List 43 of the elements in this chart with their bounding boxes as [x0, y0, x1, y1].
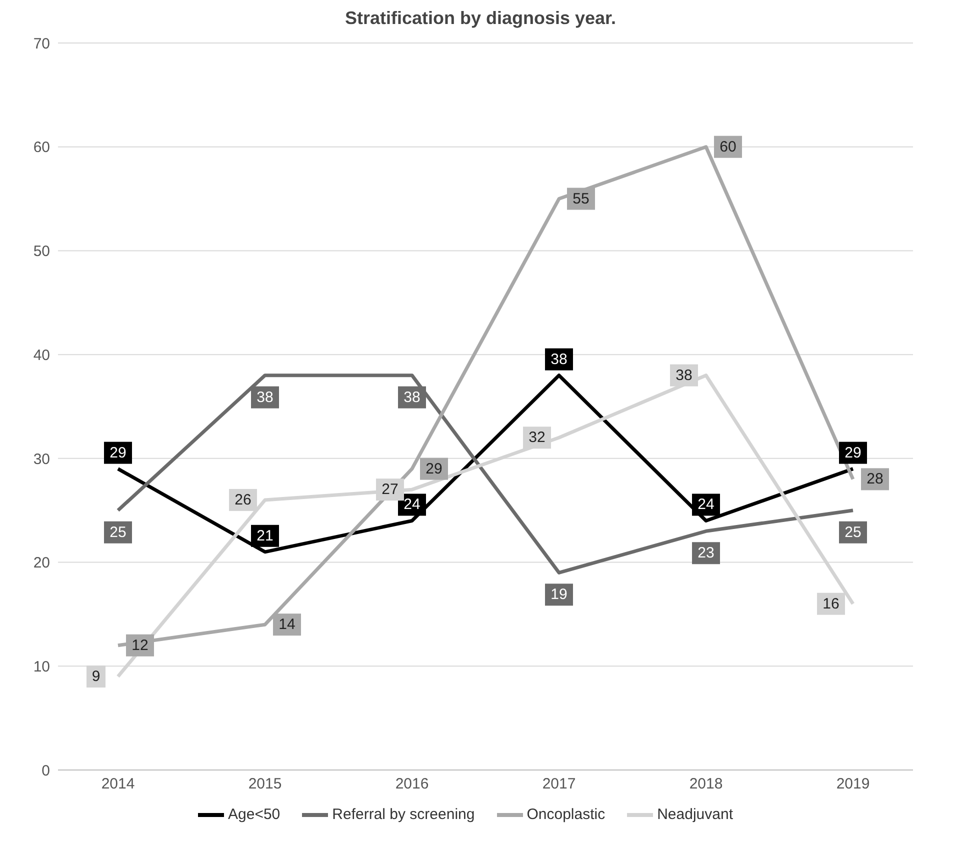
x-tick-label: 2016 [395, 776, 429, 793]
data-label: 9 [92, 668, 100, 686]
data-label: 38 [676, 366, 692, 384]
data-label: 38 [404, 388, 420, 406]
y-tick-label: 10 [33, 658, 50, 676]
legend-label: Age<50 [228, 806, 280, 823]
data-label: 14 [278, 616, 296, 634]
data-label: 28 [866, 470, 884, 488]
data-label: 32 [528, 429, 546, 446]
data-label: 60 [720, 138, 736, 156]
y-tick-label: 70 [33, 35, 50, 52]
chart-title: Stratification by diagnosis year. [344, 8, 618, 29]
data-label: 23 [698, 544, 714, 562]
data-label: 21 [256, 527, 274, 544]
data-label: 19 [550, 586, 568, 604]
y-tick-label: 40 [33, 346, 50, 364]
data-label: 16 [822, 595, 840, 612]
data-label: 27 [382, 481, 398, 498]
x-tick-label: 2018 [689, 776, 723, 793]
legend-label: Oncoplastic [526, 806, 606, 823]
x-tick-label: 2017 [542, 776, 576, 793]
legend-label: Referral by screening [332, 806, 475, 823]
data-label: 24 [698, 496, 714, 514]
y-tick-label: 30 [33, 450, 50, 468]
y-tick-label: 60 [33, 139, 50, 156]
data-label: 55 [572, 190, 590, 208]
x-tick-label: 2014 [101, 776, 135, 793]
data-label: 29 [426, 460, 442, 478]
y-tick-label: 50 [33, 243, 50, 260]
data-label: 26 [234, 491, 252, 508]
y-tick-label: 20 [33, 554, 50, 572]
data-label: 24 [404, 496, 420, 514]
legend-label: Neadjuvant [657, 806, 733, 823]
data-label: 29 [844, 444, 862, 462]
data-label: 25 [110, 524, 126, 541]
data-label: 38 [256, 388, 274, 406]
data-label: 12 [132, 636, 148, 654]
x-tick-label: 2015 [248, 776, 282, 793]
x-tick-label: 2019 [836, 776, 870, 793]
data-label: 25 [844, 524, 862, 541]
y-tick-label: 0 [42, 762, 50, 780]
data-label: 29 [110, 444, 126, 462]
data-label: 38 [550, 350, 568, 368]
